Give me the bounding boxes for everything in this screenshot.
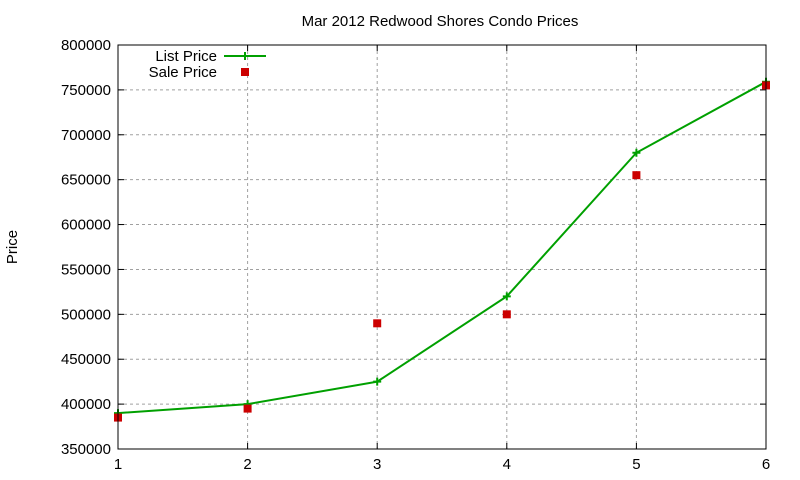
legend-label: List Price [155,48,217,65]
sale-price-marker [243,404,252,413]
plot-series [114,77,770,422]
legend-square-icon [241,68,249,76]
chart-title: Mar 2012 Redwood Shores Condo Prices [302,13,579,30]
plot-frame [117,44,767,450]
x-axis-ticks: 1 2 3 4 5 6 [114,45,770,473]
y-tick-label: 700000 [61,127,111,144]
y-tick-label: 600000 [61,217,111,234]
grid [118,45,766,449]
sale-price-marker [373,319,382,328]
list-price-marker [632,148,641,157]
list-price-marker [502,292,511,301]
x-tick-label: 6 [762,456,770,473]
x-tick-label: 5 [632,456,640,473]
y-tick-label: 400000 [61,396,111,413]
legend-label: Sale Price [149,64,217,81]
sale-price-marker [502,310,511,319]
y-tick-label: 450000 [61,351,111,368]
x-tick-label: 2 [243,456,251,473]
y-tick-label: 350000 [61,441,111,458]
y-tick-label: 550000 [61,261,111,278]
list-price-line [117,80,767,415]
y-tick-label: 750000 [61,82,111,99]
list-price-marker [373,377,382,386]
y-axis-label: Price [4,230,21,264]
y-axis-ticks: 350000 400000 450000 500000 550000 600000 6500… [61,37,766,458]
y-tick-label: 800000 [61,37,111,54]
x-tick-label: 4 [503,456,511,473]
y-tick-label: 650000 [61,172,111,189]
legend-marker-icon [241,52,249,60]
y-tick-label: 500000 [61,306,111,323]
x-tick-label: 1 [114,456,122,473]
x-tick-label: 3 [373,456,381,473]
sale-price-marker [632,171,641,180]
